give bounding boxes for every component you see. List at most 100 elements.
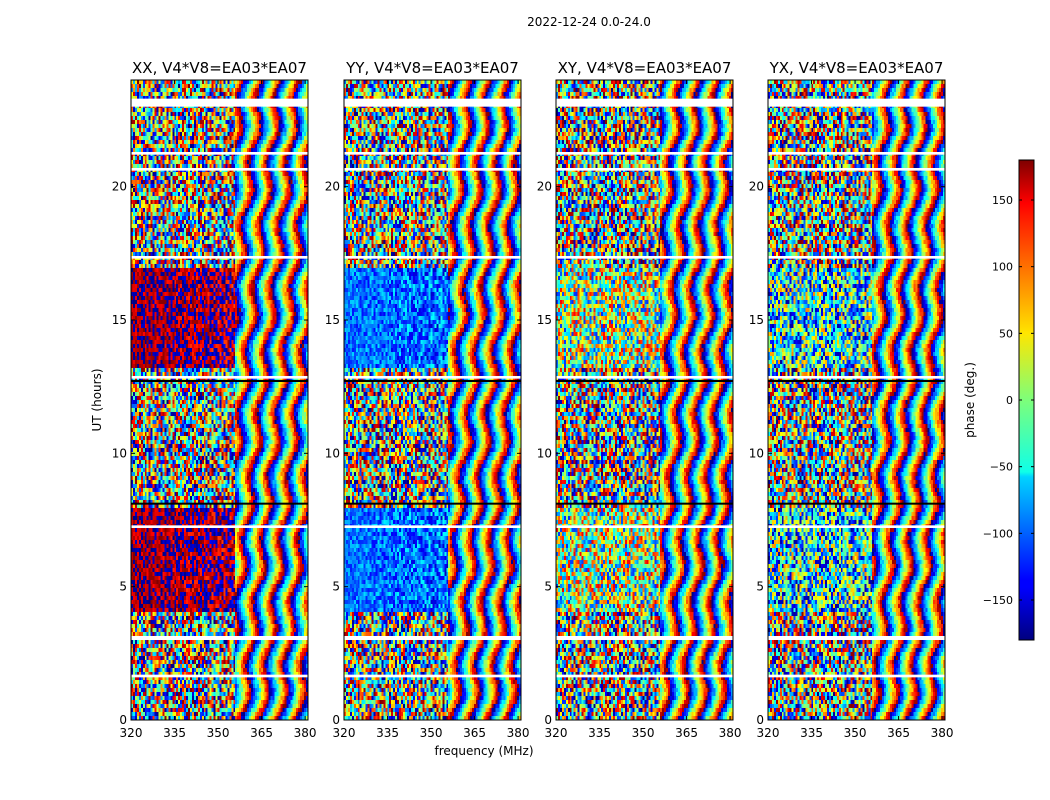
y-tick-label: 10 <box>325 446 340 460</box>
flag-band <box>556 636 733 640</box>
x-tick-label: 380 <box>294 726 317 740</box>
flag-band <box>344 376 521 379</box>
colorbar-tick-label: 50 <box>999 327 1013 340</box>
flag-band <box>344 152 521 155</box>
x-tick-label: 350 <box>207 726 230 740</box>
flag-band <box>556 152 733 155</box>
y-tick-label: 20 <box>112 180 127 194</box>
flag-band <box>556 674 733 678</box>
y-tick-label: 20 <box>325 180 340 194</box>
panel-title-xx: XX, V4*V8=EA03*EA07 <box>132 59 307 77</box>
panel-frame <box>130 79 309 721</box>
flag-band <box>131 256 308 259</box>
separator-band <box>768 502 945 505</box>
colorbar-tick-label: 0 <box>1006 394 1013 407</box>
flag-band <box>556 98 733 107</box>
flag-band <box>768 376 945 379</box>
y-tick-label: 0 <box>544 713 552 727</box>
y-tick-label: 10 <box>537 446 552 460</box>
panel-yx: YX, V4*V8=EA03*EA07 320 335 350 365 380 0 5 10 15… <box>749 59 954 740</box>
x-tick-label: 365 <box>675 726 698 740</box>
x-tick-label: 335 <box>800 726 823 740</box>
separator-band <box>344 502 521 505</box>
panel-frame <box>555 79 734 721</box>
panel-yy: YY, V4*V8=EA03*EA07 320 335 350 365 380 0 5 10 15… <box>325 59 530 740</box>
colorbar-tick-label: −100 <box>983 527 1013 540</box>
separator-band <box>556 380 733 382</box>
flag-band <box>768 525 945 528</box>
flag-band <box>768 636 945 640</box>
x-tick-label: 365 <box>250 726 273 740</box>
colorbar-tick-label: 150 <box>992 194 1013 207</box>
panel-title-xy: XY, V4*V8=EA03*EA07 <box>558 59 732 77</box>
colorbar-ticks: 150 100 50 0 −50 −100 −150 <box>983 194 1034 607</box>
flag-band <box>131 636 308 640</box>
panel-xy: XY, V4*V8=EA03*EA07 320 335 350 365 380 0 5 10 15… <box>537 59 742 740</box>
flag-band <box>768 168 945 171</box>
y-tick-label: 5 <box>332 580 340 594</box>
flag-band <box>556 525 733 528</box>
y-tick-label: 15 <box>325 313 340 327</box>
flag-band <box>344 636 521 640</box>
heatmap-xx <box>131 80 308 720</box>
flag-band <box>556 376 733 379</box>
separator-band <box>556 502 733 505</box>
flag-band <box>131 168 308 171</box>
x-tick-label: 380 <box>931 726 954 740</box>
x-tick-label: 350 <box>420 726 443 740</box>
x-tick-label: 335 <box>376 726 399 740</box>
y-tick-label: 0 <box>119 713 127 727</box>
flag-band <box>768 152 945 155</box>
flag-band <box>556 256 733 259</box>
y-tick-label: 5 <box>756 580 764 594</box>
x-tick-label: 320 <box>120 726 143 740</box>
x-tick-label: 365 <box>887 726 910 740</box>
flag-band <box>344 98 521 107</box>
y-axis-label: UT (hours) <box>90 368 104 431</box>
x-axis-label: frequency (MHz) <box>434 744 533 758</box>
y-tick-label: 15 <box>537 313 552 327</box>
colorbar-label: phase (deg.) <box>963 362 977 438</box>
y-tick-label: 15 <box>749 313 764 327</box>
flag-band <box>131 376 308 379</box>
x-tick-label: 350 <box>632 726 655 740</box>
flag-band <box>768 674 945 678</box>
heatmap-yy <box>344 80 521 720</box>
x-tick-label: 335 <box>163 726 186 740</box>
y-tick-label: 10 <box>749 446 764 460</box>
flag-band <box>344 674 521 678</box>
flag-band <box>131 152 308 155</box>
x-tick-label: 335 <box>588 726 611 740</box>
flag-band <box>556 168 733 171</box>
flag-band <box>768 98 945 107</box>
flag-band <box>131 525 308 528</box>
x-tick-label: 380 <box>719 726 742 740</box>
y-tick-label: 5 <box>119 580 127 594</box>
flag-band <box>344 525 521 528</box>
y-tick-label: 15 <box>112 313 127 327</box>
separator-band <box>344 380 521 382</box>
x-tick-label: 320 <box>757 726 780 740</box>
panel-title-yy: YY, V4*V8=EA03*EA07 <box>345 59 519 77</box>
separator-band <box>131 380 308 382</box>
heatmap-xy <box>556 80 733 720</box>
panels-group: XX, V4*V8=EA03*EA07 320 335 350 365 380 0 5 10 15… <box>112 59 954 740</box>
x-tick-label: 350 <box>844 726 867 740</box>
flag-band <box>344 256 521 259</box>
flag-band <box>768 256 945 259</box>
separator-band <box>768 380 945 382</box>
flag-band <box>344 168 521 171</box>
y-tick-label: 10 <box>112 446 127 460</box>
colorbar-tick-label: −50 <box>990 461 1013 474</box>
colorbar-tick-label: −150 <box>983 594 1013 607</box>
y-tick-label: 20 <box>537 180 552 194</box>
y-tick-label: 0 <box>332 713 340 727</box>
colorbar-tick-label: 100 <box>992 261 1013 274</box>
flag-band <box>131 98 308 107</box>
y-tick-label: 5 <box>544 580 552 594</box>
panel-xx: XX, V4*V8=EA03*EA07 320 335 350 365 380 0 5 10 15… <box>112 59 317 740</box>
panel-frame <box>767 79 946 721</box>
y-tick-label: 0 <box>756 713 764 727</box>
colorbar: 150 100 50 0 −50 −100 −150 phase (deg.) <box>963 159 1035 641</box>
